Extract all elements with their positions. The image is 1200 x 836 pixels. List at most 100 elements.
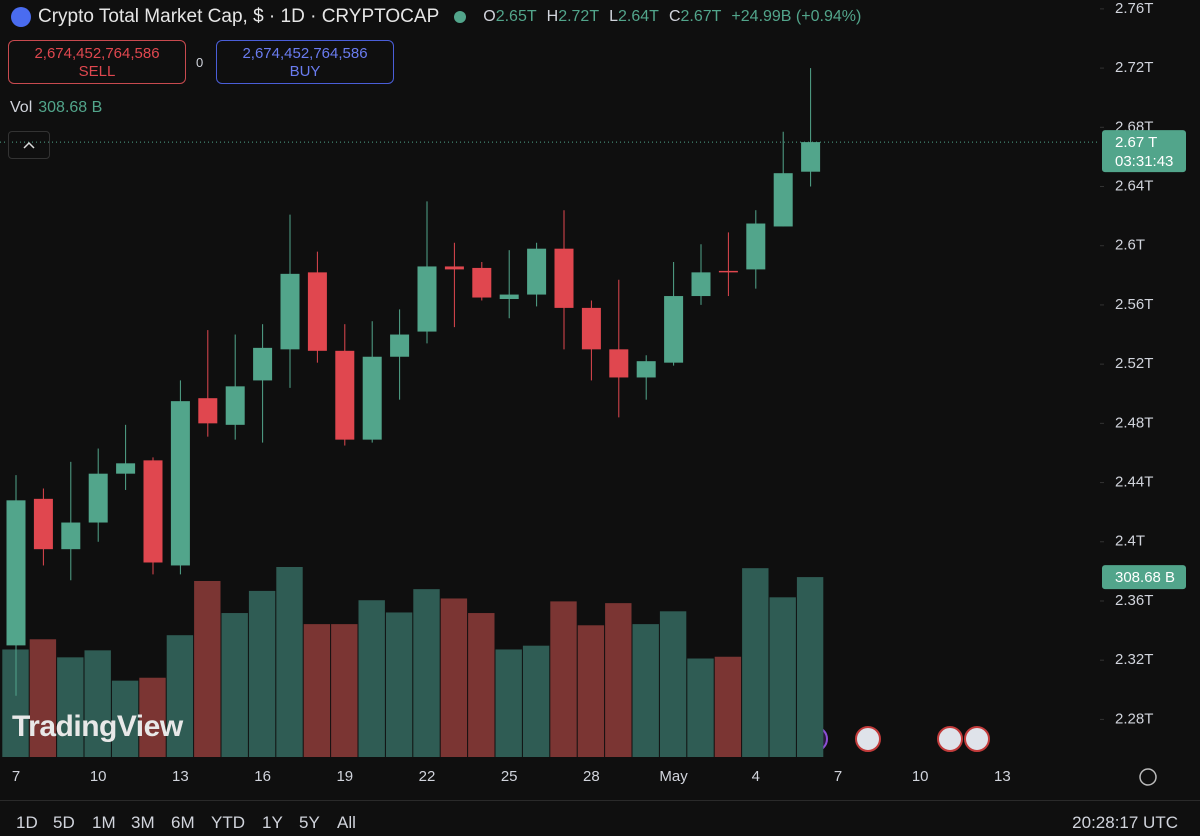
event-icon[interactable] bbox=[937, 726, 963, 752]
x-tick-label: 28 bbox=[583, 768, 600, 785]
candle-body bbox=[6, 500, 26, 646]
pane bbox=[0, 0, 1100, 757]
candle-body bbox=[335, 350, 355, 440]
volume-tag bbox=[1102, 565, 1186, 590]
candle-body bbox=[253, 347, 273, 381]
volume-tag-label: 308.68 B bbox=[1115, 569, 1175, 586]
y-tick-label: 2.44T bbox=[1115, 474, 1153, 491]
volume-bar bbox=[550, 601, 577, 757]
volume-bar bbox=[139, 677, 166, 757]
x-tick-label: 7 bbox=[12, 768, 20, 785]
period-button[interactable]: 5Y bbox=[299, 813, 320, 832]
candle-body bbox=[554, 248, 574, 308]
period-button[interactable]: 6M bbox=[171, 813, 195, 832]
volume-bar bbox=[659, 611, 687, 757]
y-tick-label: 2.76T bbox=[1115, 0, 1153, 17]
legend-key: C bbox=[668, 8, 681, 25]
candle-body bbox=[609, 349, 629, 378]
volume-bar bbox=[577, 625, 605, 757]
volume-legend: Vol 308.68 B bbox=[10, 99, 102, 117]
period-button[interactable]: 1M bbox=[92, 813, 116, 832]
candle-body bbox=[581, 307, 601, 350]
sell-button[interactable]: 2,674,452,764,586 SELL bbox=[8, 40, 186, 84]
volume-bar bbox=[303, 624, 331, 757]
toolbar: 20:28:17 UTC 1D 5D 1M 3M 6M YTD 1Y 5Y All bbox=[0, 800, 1200, 836]
candle-body bbox=[390, 334, 410, 357]
volume-bar bbox=[495, 649, 522, 757]
status-dot bbox=[454, 11, 467, 23]
candle-body bbox=[444, 266, 464, 270]
candle-body bbox=[636, 361, 656, 378]
legend-change: +24.99B (+0.94%) bbox=[731, 8, 862, 25]
legend-value: 2.65T bbox=[495, 8, 537, 25]
volume-bar bbox=[166, 635, 194, 757]
period-button[interactable]: 1D bbox=[16, 813, 38, 832]
watermark: TradingView bbox=[12, 710, 183, 743]
x-tick-label: 22 bbox=[419, 768, 436, 785]
chevron bbox=[23, 141, 35, 149]
chart-title: Crypto Total Market Cap, $ · 1D · CRYPTO… bbox=[38, 6, 440, 27]
x-tick-label: 13 bbox=[994, 768, 1011, 785]
x-tick-label: 16 bbox=[254, 768, 271, 785]
sell-price: 2,674,452,764,586 bbox=[34, 45, 160, 62]
sell-label: SELL bbox=[78, 63, 116, 80]
volume-bar bbox=[331, 624, 358, 757]
volume-bar bbox=[111, 680, 139, 757]
buy-label: BUY bbox=[289, 63, 321, 80]
price-tag-label: 2.67 T bbox=[1115, 134, 1157, 151]
buy-price: 2,674,452,764,586 bbox=[242, 45, 368, 62]
candle-body bbox=[116, 463, 136, 474]
event-icon[interactable] bbox=[964, 726, 990, 752]
countdown: 03:31:43 bbox=[1115, 153, 1173, 170]
symbol-icon bbox=[11, 7, 31, 27]
volume-bar bbox=[385, 612, 413, 757]
volume-bar bbox=[769, 597, 796, 757]
volume-bar bbox=[605, 603, 632, 757]
period-button[interactable]: 3M bbox=[131, 813, 155, 832]
legend-value: 2.72T bbox=[558, 8, 600, 25]
y-tick-label: 2.32T bbox=[1115, 651, 1153, 668]
event-icon[interactable] bbox=[855, 726, 881, 752]
legend-key: H bbox=[546, 8, 559, 25]
y-tick-label: 2.72T bbox=[1115, 59, 1153, 76]
y-tick-label: 2.48T bbox=[1115, 414, 1153, 431]
volume-bar bbox=[440, 598, 468, 757]
x-tick-label: 25 bbox=[501, 768, 518, 785]
legend-value: 2.64T bbox=[618, 8, 659, 25]
legend-key: L bbox=[609, 8, 619, 25]
legend-key: O bbox=[483, 8, 496, 25]
x-tick-label: 13 bbox=[172, 768, 189, 785]
collapse-button[interactable] bbox=[8, 131, 50, 159]
y-tick-label: 2.4T bbox=[1115, 533, 1145, 550]
x-tick-label: 4 bbox=[752, 768, 760, 785]
candle-body bbox=[472, 267, 492, 298]
period-button[interactable]: YTD bbox=[211, 813, 245, 832]
y-tick-label: 2.64T bbox=[1115, 177, 1153, 194]
volume-bar bbox=[632, 624, 659, 757]
x-tick-label: 7 bbox=[834, 768, 842, 785]
volume-bar bbox=[413, 589, 440, 757]
y-tick-label: 2.28T bbox=[1115, 710, 1153, 727]
candle-body bbox=[664, 296, 684, 363]
period-button[interactable]: 5D bbox=[53, 813, 75, 832]
candle-body bbox=[499, 294, 519, 300]
x-tick-label: 10 bbox=[90, 768, 107, 785]
volume-bar bbox=[276, 567, 303, 757]
chart: 2.76T2.72T2.68T2.64T2.6T2.56T2.52T2.48T2… bbox=[0, 0, 1186, 786]
period-button[interactable]: All bbox=[337, 813, 356, 832]
settings-icon[interactable] bbox=[1139, 768, 1157, 786]
y-tick-label: 2.36T bbox=[1115, 592, 1153, 609]
volume-bar bbox=[796, 577, 824, 757]
buy-button[interactable]: 2,674,452,764,586 BUY bbox=[216, 40, 394, 84]
candle-body bbox=[527, 248, 547, 295]
volume-title: Vol bbox=[10, 99, 33, 116]
candle-body bbox=[362, 356, 382, 440]
volume-bar bbox=[714, 656, 742, 757]
candle-body bbox=[773, 173, 793, 227]
candle-body bbox=[307, 272, 327, 351]
period-button[interactable]: 1Y bbox=[262, 813, 283, 832]
volume-bar bbox=[358, 600, 385, 757]
x-tick-label: 10 bbox=[912, 768, 929, 785]
candle-body bbox=[143, 460, 163, 563]
